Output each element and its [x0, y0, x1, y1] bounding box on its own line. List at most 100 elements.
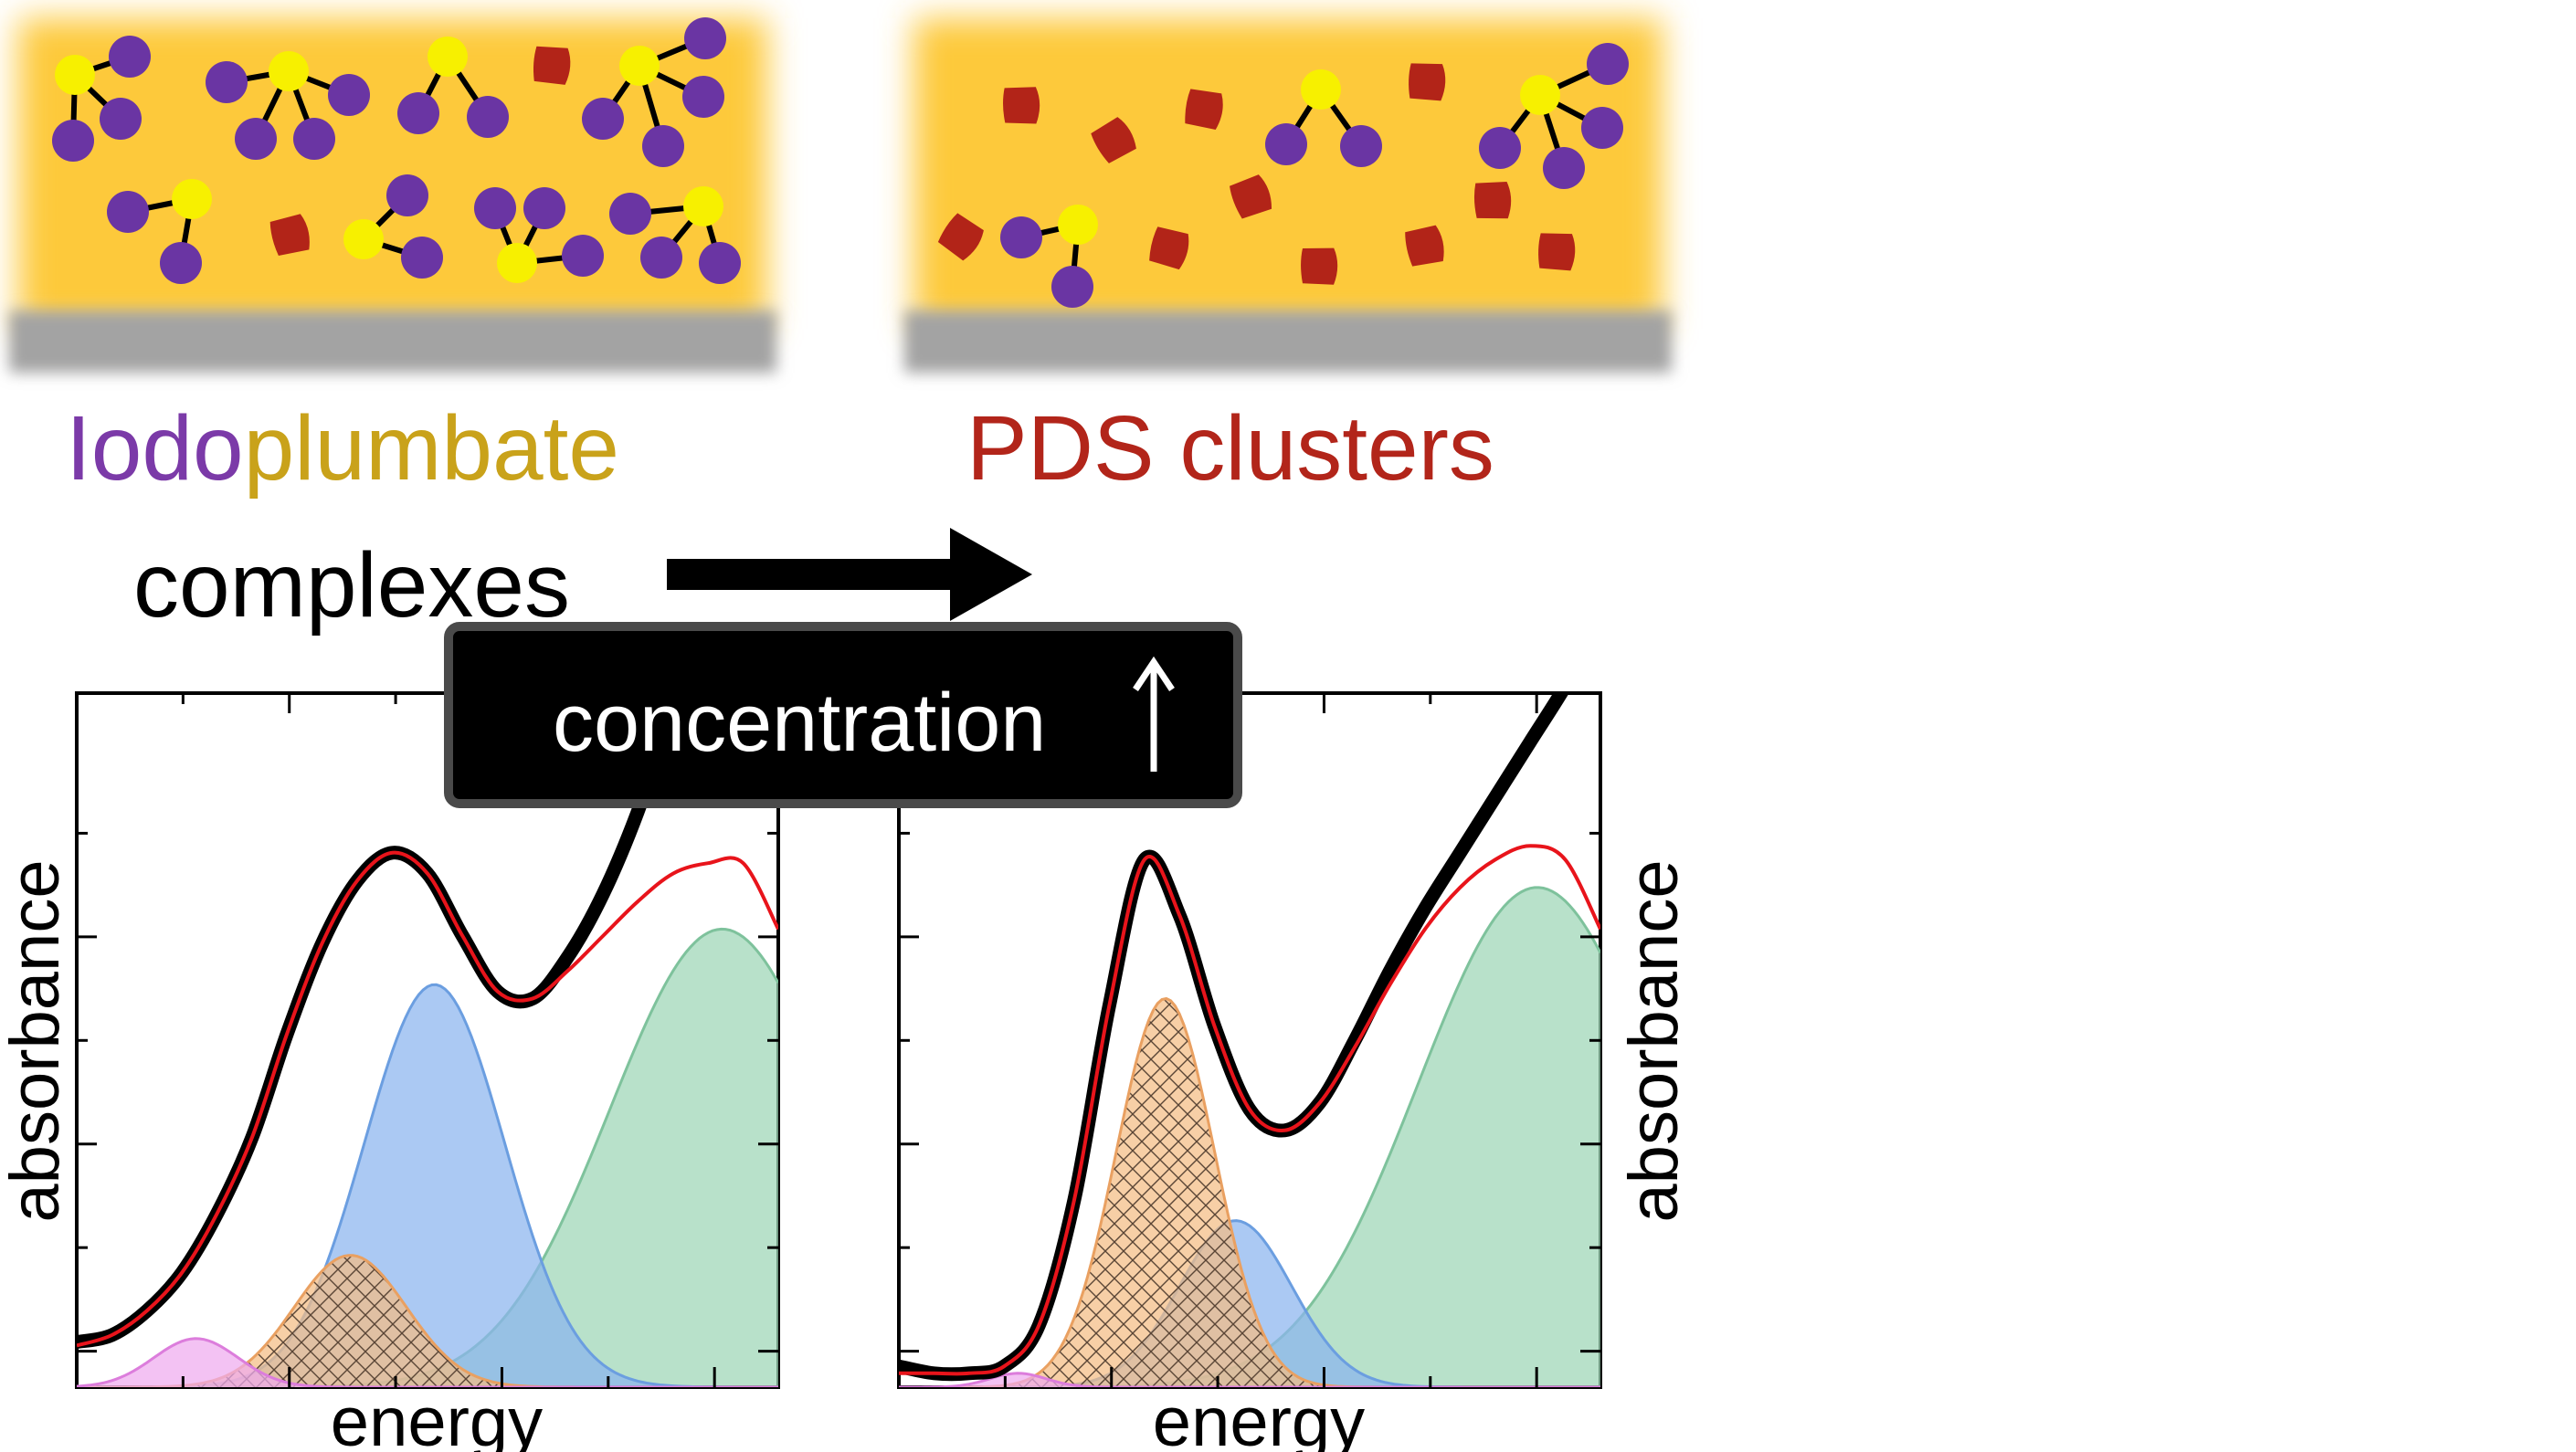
- left-ylabel: absorbance: [0, 859, 74, 1222]
- plot-right: energy absorbance: [897, 691, 1693, 1452]
- lead-atom: [619, 46, 660, 86]
- lead-atom: [1058, 205, 1098, 245]
- iodine-atom: [1340, 125, 1382, 167]
- iodine-atom: [100, 98, 142, 140]
- iodine-atom: [328, 74, 370, 116]
- iodoplumbate-molecule-icon: [582, 17, 726, 167]
- iodine-atom: [1000, 216, 1042, 258]
- iodine-atom: [160, 242, 202, 284]
- left-title: Iodoplumbate: [66, 397, 619, 500]
- iodine-atom: [682, 76, 724, 118]
- pds-cluster-icon: [1405, 225, 1444, 267]
- right-arrow-icon: [667, 528, 1032, 621]
- substrate-right: [904, 310, 1672, 373]
- lead-atom: [1301, 69, 1341, 110]
- pds-cluster-icon: [1185, 89, 1223, 131]
- iodine-atom: [523, 187, 565, 229]
- iodine-atom: [640, 237, 682, 279]
- right-xlabel: energy: [1153, 1384, 1365, 1452]
- left-xlabel: energy: [331, 1384, 543, 1452]
- orange-peak-hatch: [899, 998, 1600, 1387]
- iodine-atom: [293, 118, 335, 160]
- iodoplumbate-molecule-icon: [1479, 43, 1629, 189]
- lead-atom: [497, 243, 537, 283]
- iodine-atom: [109, 36, 151, 78]
- iodine-atom: [684, 17, 726, 59]
- iodine-atom: [386, 174, 428, 216]
- concentration-label: concentration: [553, 678, 1046, 769]
- pink-peak-outline: [77, 1337, 778, 1387]
- iodine-atom: [1543, 147, 1585, 189]
- pds-cluster-icon: [1409, 63, 1446, 101]
- iodoplumbate-molecule-icon: [343, 174, 443, 279]
- blue-peak: [77, 984, 778, 1387]
- lead-atom: [683, 186, 723, 226]
- iodoplumbate-molecule-icon: [397, 37, 509, 138]
- iodoplumbate-molecule-icon: [107, 179, 212, 284]
- pds-cluster-icon: [1003, 87, 1040, 124]
- pink-peak: [899, 1373, 1600, 1387]
- iodoplumbate-molecule-icon: [474, 187, 604, 283]
- lead-atom: [269, 51, 309, 91]
- iodoplumbate-molecule-icon: [1265, 69, 1382, 167]
- iodoplumbate-molecule-icon: [52, 36, 151, 162]
- iodine-atom: [474, 187, 516, 229]
- film-right: [904, 18, 1672, 373]
- iodine-atom: [397, 92, 439, 134]
- plot-left: energy absorbance: [0, 691, 780, 1452]
- iodine-atom: [401, 237, 443, 279]
- left-title-complexes: complexes: [133, 534, 570, 637]
- lead-atom: [1520, 75, 1560, 115]
- up-arrow-icon: [1133, 656, 1175, 772]
- iodine-atom: [562, 235, 604, 277]
- right-title: PDS clusters: [966, 397, 1494, 500]
- pds-cluster-icon: [937, 213, 984, 261]
- iodine-atom: [609, 193, 651, 235]
- iodoplumbate-molecule-icon: [206, 51, 370, 160]
- iodine-atom: [206, 61, 248, 103]
- pds-cluster-icon: [1301, 247, 1338, 285]
- film-layer-right: [913, 18, 1663, 329]
- iodine-atom: [582, 98, 624, 140]
- molecules-right: [937, 43, 1629, 308]
- iodine-atom: [1051, 266, 1093, 308]
- lead-atom: [55, 55, 95, 95]
- iodine-atom: [1265, 123, 1307, 165]
- pink-peak-outline: [899, 1372, 1600, 1387]
- right-ylabel: absorbance: [1615, 859, 1693, 1222]
- film-left: [9, 17, 776, 373]
- concentration-box: concentration: [444, 622, 1242, 808]
- fit-curve: [899, 844, 1600, 1376]
- iodine-atom: [235, 118, 277, 160]
- lead-atom: [428, 37, 468, 77]
- iodine-atom: [1587, 43, 1629, 85]
- orange-peak-hatch: [77, 1255, 778, 1387]
- pink-peak: [77, 1338, 778, 1387]
- iodine-atom: [699, 242, 741, 284]
- lead-atom: [172, 179, 212, 219]
- iodoplumbate-molecule-icon: [1000, 205, 1098, 308]
- pds-cluster-icon: [1149, 226, 1189, 270]
- iodine-atom: [107, 191, 149, 233]
- pds-cluster-icon: [1091, 117, 1136, 163]
- pds-cluster-icon: [269, 214, 310, 257]
- iodine-atom: [1479, 127, 1521, 169]
- iodine-atom: [52, 120, 94, 162]
- pds-cluster-icon: [533, 46, 571, 85]
- molecules-left: [52, 17, 741, 284]
- iodine-atom: [642, 125, 684, 167]
- iodoplumbate-molecule-icon: [609, 186, 741, 284]
- iodine-atom: [467, 96, 509, 138]
- left-title-iodo: Iodo: [66, 397, 244, 500]
- pds-cluster-icon: [1230, 174, 1272, 219]
- iodine-atom: [1581, 107, 1623, 149]
- pds-cluster-icon: [1473, 182, 1512, 219]
- substrate-left: [9, 310, 776, 373]
- left-title-plumbate: plumbate: [244, 397, 619, 500]
- fit-curve: [77, 850, 778, 1348]
- green-peak: [899, 887, 1600, 1387]
- green-peak: [77, 929, 778, 1387]
- pds-cluster-icon: [1538, 233, 1576, 271]
- lead-atom: [343, 219, 384, 259]
